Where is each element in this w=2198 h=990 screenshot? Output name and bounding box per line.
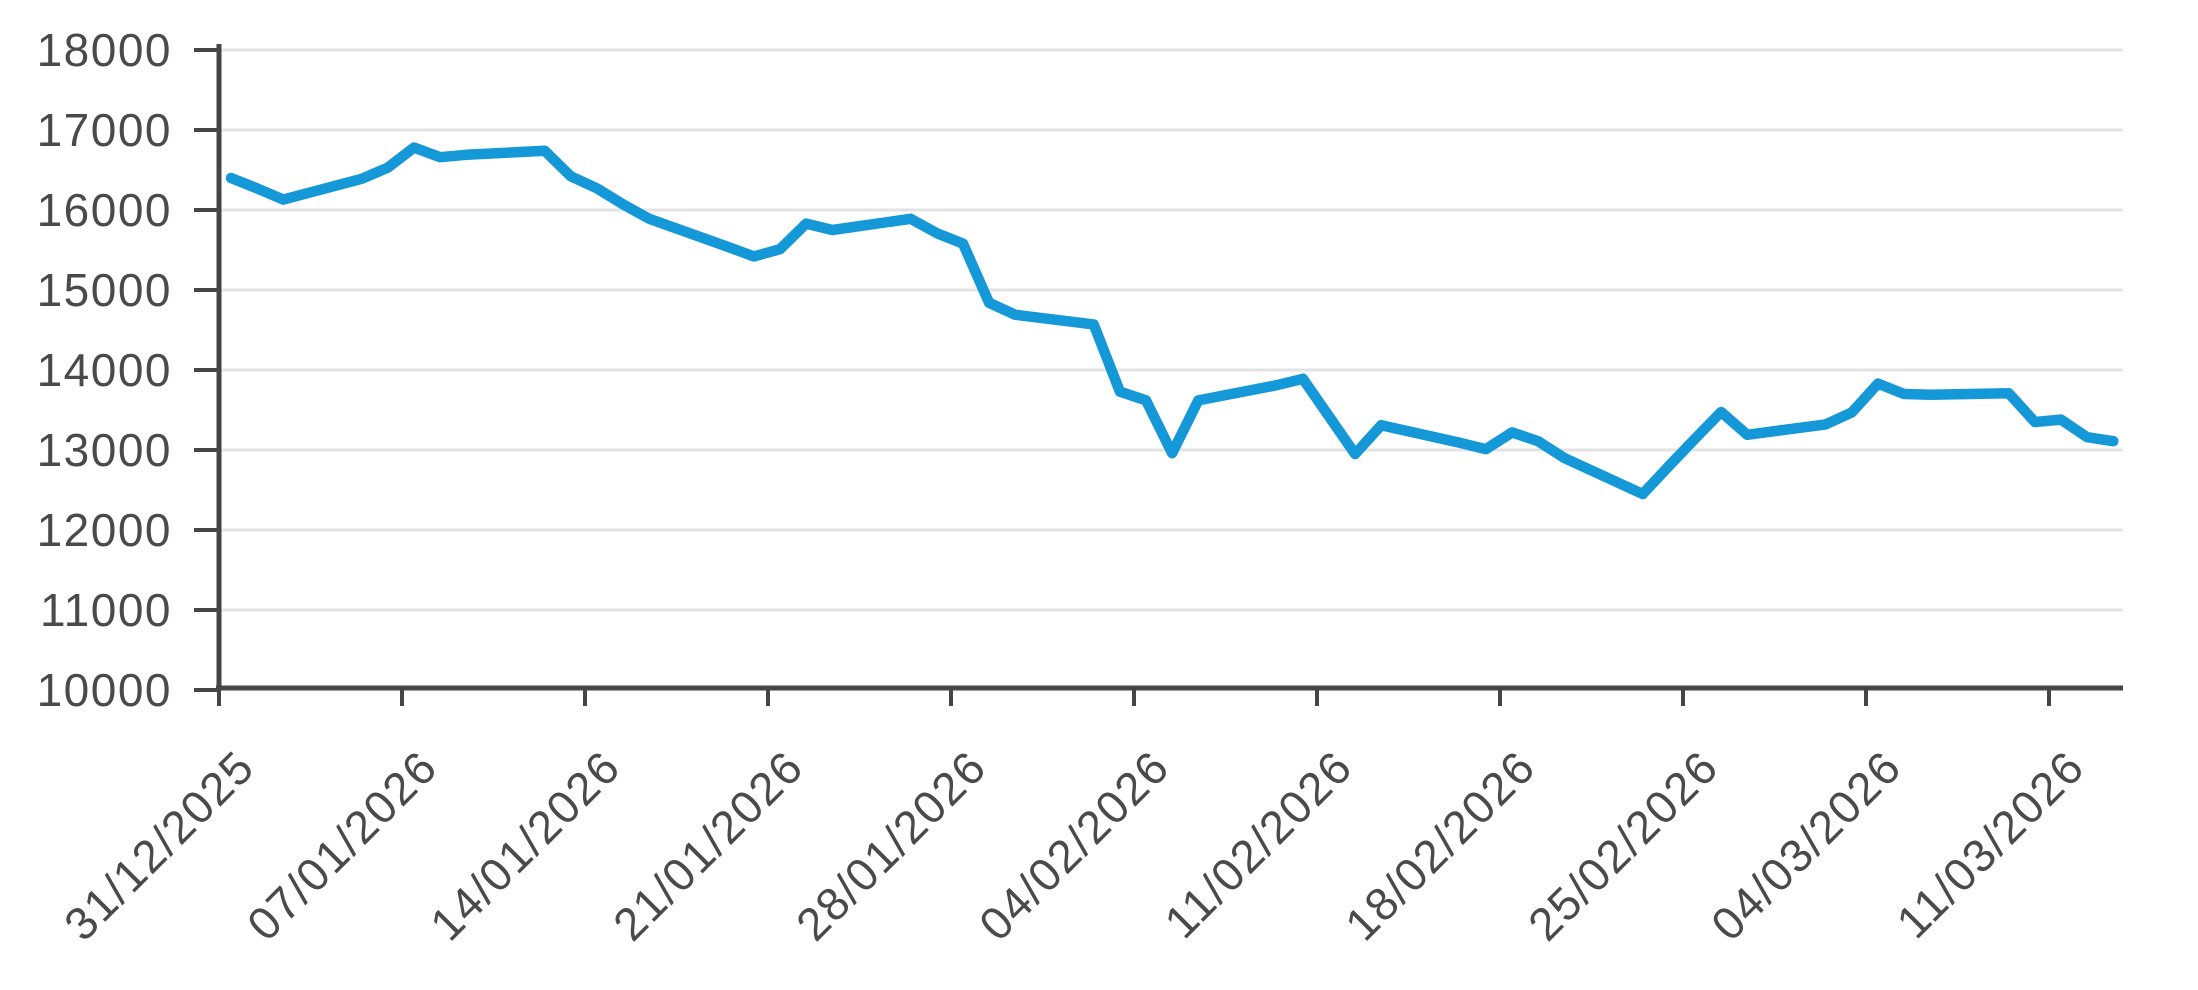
x-axis-tick-label: 31/12/2025 — [54, 740, 264, 950]
y-axis-tick-label: 13000 — [37, 424, 172, 476]
y-axis-tick-label: 16000 — [37, 184, 172, 236]
x-axis-tick-label: 14/01/2026 — [420, 740, 630, 950]
x-axis-tick-label: 11/02/2026 — [1154, 740, 1362, 948]
y-axis-tick-label: 14000 — [37, 344, 172, 396]
y-axis-tick-label: 15000 — [37, 264, 172, 316]
x-axis-tick-label: 04/02/2026 — [969, 740, 1179, 950]
series-line — [225, 142, 2119, 500]
y-axis-tick-label: 10000 — [37, 664, 172, 716]
x-axis-tick-label: 07/01/2026 — [237, 740, 447, 950]
x-axis-tick-label: 18/02/2026 — [1335, 740, 1545, 950]
x-axis: 31/12/202507/01/202614/01/202621/01/2026… — [54, 685, 2123, 950]
y-axis: 10000 11000 12000 13000 14000 15000 16000 17000… — [37, 24, 222, 716]
x-axis-tick-label: 21/01/2026 — [603, 740, 813, 950]
y-axis-tick-label: 12000 — [37, 504, 172, 556]
x-axis-tick-label: 11/03/2026 — [1886, 740, 2094, 948]
x-axis-tick-label: 25/02/2026 — [1518, 740, 1728, 950]
x-axis-tick-label: 04/03/2026 — [1701, 740, 1911, 950]
x-axis-tick-label: 28/01/2026 — [786, 740, 996, 950]
y-axis-tick-label: 11000 — [40, 584, 172, 636]
y-axis-tick-label: 17000 — [37, 104, 172, 156]
y-axis-tick-label: 18000 — [37, 24, 172, 76]
series-layer — [225, 142, 2119, 500]
gridlines — [219, 48, 2123, 612]
